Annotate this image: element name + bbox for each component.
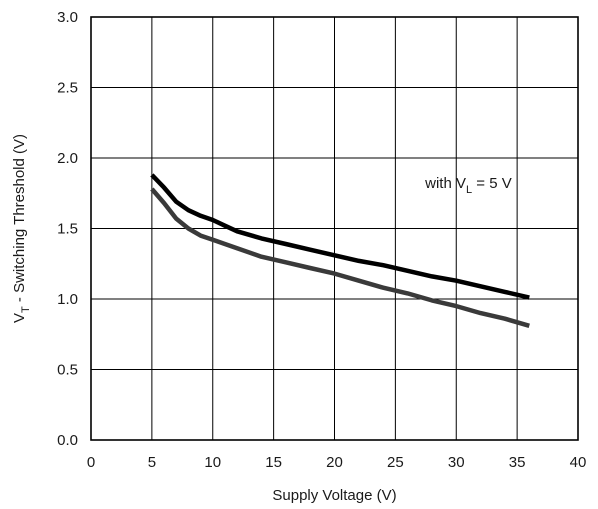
- annotation-prefix: with V: [424, 175, 466, 192]
- x-tick-label: 0: [87, 454, 95, 471]
- plot-area-frame: [90, 16, 579, 441]
- x-tick-label: 5: [148, 454, 156, 471]
- data-series: [150, 173, 530, 328]
- series-line-1: [150, 173, 530, 300]
- y-tick-label: 3.0: [57, 9, 78, 26]
- x-tick-label: 40: [570, 454, 587, 471]
- x-tick-label: 20: [326, 454, 343, 471]
- y-tick-label: 1.0: [57, 291, 78, 308]
- grid-lines: [91, 17, 578, 440]
- x-tick-label: 15: [265, 454, 282, 471]
- series-line-2: [150, 187, 530, 328]
- tick-labels: 0 5 10 15 20 25 30 35 40 0.0 0.5 1.0 1.5 2.0 2.5 3.0: [57, 9, 586, 471]
- condition-annotation: with VL = 5 V: [424, 175, 512, 196]
- x-tick-label: 30: [448, 454, 465, 471]
- y-tick-label: 2.0: [57, 150, 78, 167]
- annotation-subscript: L: [466, 184, 472, 196]
- y-axis-title-suffix: - Switching Threshold (V): [11, 134, 28, 306]
- y-axis-title-subscript: T: [20, 306, 32, 313]
- y-axis-title: VT - Switching Threshold (V): [11, 134, 32, 323]
- annotation-suffix: = 5 V: [472, 175, 512, 192]
- x-tick-label: 35: [509, 454, 526, 471]
- y-tick-label: 0.5: [57, 362, 78, 379]
- y-tick-label: 0.0: [57, 432, 78, 449]
- x-tick-label: 25: [387, 454, 404, 471]
- x-axis-title: Supply Voltage (V): [272, 487, 396, 504]
- y-tick-label: 1.5: [57, 221, 78, 238]
- y-tick-label: 2.5: [57, 80, 78, 97]
- x-tick-label: 10: [204, 454, 221, 471]
- y-axis-title-prefix: V: [11, 313, 28, 323]
